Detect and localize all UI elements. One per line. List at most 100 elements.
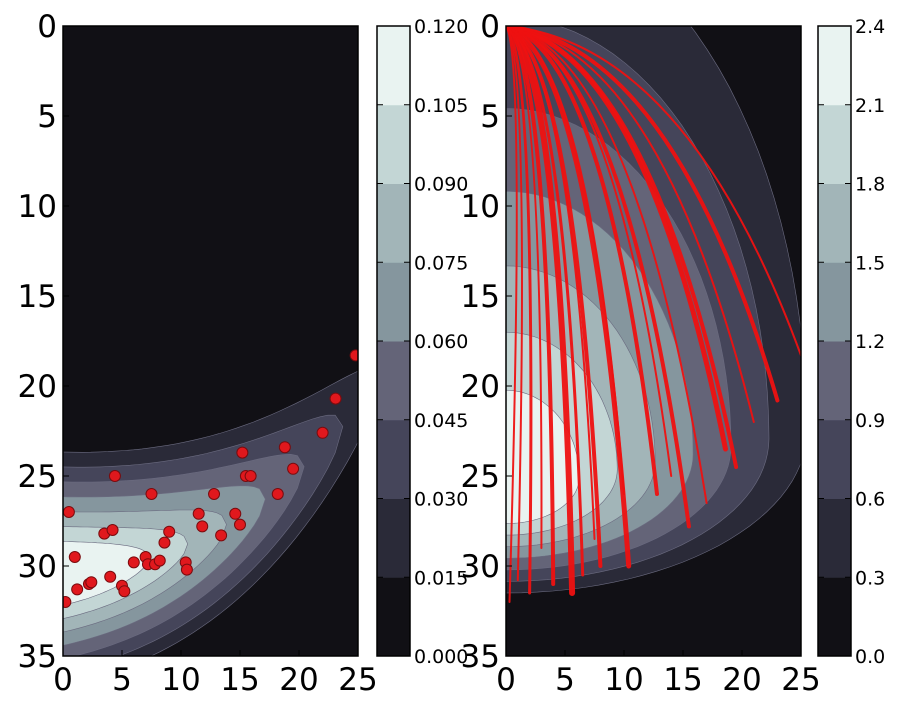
left-density-contours	[63, 370, 358, 656]
left-x-tick-label: 20	[279, 662, 318, 698]
left-scatter-point	[106, 524, 119, 536]
left-y-tick-label: 35	[18, 639, 57, 675]
left-scatter-point	[104, 570, 117, 583]
right-trajectory	[506, 26, 596, 540]
left-scatter-point	[71, 583, 84, 596]
left-scatter-point	[163, 525, 176, 538]
right-x-tick-label: 25	[781, 662, 820, 698]
left-plot-frame	[62, 25, 359, 657]
left-scatter-point	[208, 488, 221, 500]
left-scatter-point	[68, 551, 81, 563]
right-y-tick-label: 35	[461, 639, 500, 675]
left-y-tick-label: 25	[18, 459, 57, 495]
right-x-tick-label: 20	[722, 662, 761, 698]
left-colorbar-band	[377, 26, 410, 106]
right-trajectory	[506, 26, 708, 504]
right-colorbar-band	[818, 498, 851, 578]
left-scatter-point	[108, 470, 121, 482]
right-trajectories	[506, 26, 801, 603]
left-colorbar: 0.000 0.015 0.030 0.045 0.060 0.075 0.090 0.105…	[376, 16, 468, 668]
left-scatter-point	[215, 529, 228, 542]
right-x-axis: 0 5 10 15 20 25	[496, 650, 821, 698]
right-trajectory	[506, 26, 523, 582]
left-scatter-point	[234, 518, 246, 531]
right-trajectory	[506, 26, 780, 403]
left-chart: 0 5 10 15 20 25 0 5 10 15 20 25 30 35	[18, 9, 378, 698]
left-colorbar-tick-label: 0.015	[414, 567, 468, 589]
right-y-tick-label: 25	[461, 459, 500, 495]
right-trajectory	[506, 26, 659, 496]
right-colorbar-band	[818, 262, 851, 342]
left-y-tick-label: 5	[37, 99, 57, 135]
right-trajectory	[506, 26, 673, 477]
left-colorbar-band	[377, 262, 410, 342]
left-scatter-point	[180, 563, 193, 576]
right-colorbar-band	[818, 183, 851, 263]
right-trajectory	[506, 26, 632, 569]
left-colorbar-band	[377, 104, 410, 184]
right-trajectory	[506, 26, 755, 423]
right-colorbar-tick-label: 0.9	[855, 410, 885, 432]
right-trajectory	[506, 26, 625, 495]
left-y-tick-label: 30	[18, 549, 57, 585]
right-x-tick-label: 0	[496, 662, 516, 698]
left-x-tick-label: 0	[53, 662, 73, 698]
right-plot-frame	[505, 25, 802, 657]
left-scatter-point	[196, 520, 209, 533]
left-scatter-point	[127, 556, 140, 569]
left-scatter-point	[153, 554, 166, 567]
left-scatter-point	[349, 349, 358, 362]
left-colorbar-tick-label: 0.120	[414, 16, 468, 38]
left-colorbar-tick-label: 0.090	[414, 174, 468, 196]
right-colorbar-tick-label: 2.4	[855, 16, 885, 38]
left-scatter-point	[118, 585, 131, 598]
right-trajectory	[506, 26, 518, 603]
left-colorbar-band	[377, 341, 410, 421]
left-y-tick-label: 0	[37, 9, 57, 45]
left-scatter-point	[287, 462, 300, 475]
right-y-tick-label: 15	[461, 279, 500, 315]
left-scatter-point	[229, 507, 242, 520]
left-y-tick-label: 20	[18, 369, 57, 405]
left-scatter-point	[329, 392, 342, 405]
left-colorbar-tick-label: 0.000	[414, 646, 468, 668]
left-y-axis: 0 5 10 15 20 25 30 35	[18, 9, 69, 675]
right-colorbar-band	[818, 577, 851, 657]
right-trajectory	[506, 26, 739, 469]
right-y-tick-label: 10	[461, 189, 500, 225]
right-y-tick-label: 5	[480, 99, 500, 135]
left-x-tick-label: 10	[161, 662, 200, 698]
right-y-axis: 0 5 10 15 20 25 30 35	[461, 9, 512, 675]
left-scatter-points	[63, 349, 358, 608]
right-colorbar-tick-label: 1.5	[855, 252, 885, 274]
right-y-tick-label: 30	[461, 549, 500, 585]
right-trajectory	[506, 26, 533, 595]
left-scatter-point	[271, 488, 284, 500]
left-x-tick-label: 25	[338, 662, 377, 698]
left-colorbar-band	[377, 183, 410, 263]
right-colorbar-tick-label: 0.0	[855, 646, 885, 668]
right-colorbar-band	[818, 104, 851, 184]
left-scatter-point	[85, 576, 98, 589]
left-scatter-point	[316, 426, 329, 439]
left-scatter-point	[63, 596, 72, 608]
right-trajectory	[506, 26, 801, 357]
left-scatter-point	[63, 506, 75, 518]
left-colorbar-band	[377, 498, 410, 578]
right-colorbar-band	[818, 26, 851, 106]
left-scatter-point	[236, 446, 249, 459]
right-colorbar-tick-label: 1.8	[855, 174, 885, 196]
right-colorbar-tick-label: 0.3	[855, 567, 885, 589]
right-x-tick-label: 5	[555, 662, 575, 698]
left-y-tick-label: 15	[18, 279, 57, 315]
right-colorbar-tick-label: 1.2	[855, 331, 885, 353]
left-scatter-point	[192, 507, 205, 520]
left-colorbar-tick-label: 0.075	[414, 252, 468, 274]
right-colorbar-tick-label: 0.6	[855, 489, 885, 511]
right-colorbar-band	[818, 419, 851, 499]
left-scatter-point	[244, 470, 257, 482]
right-colorbar: 0.0 0.3 0.6 0.9 1.2 1.5 1.8 2.1 2.4	[817, 16, 885, 668]
right-y-tick-label: 20	[461, 369, 500, 405]
left-scatter-point	[158, 536, 171, 549]
